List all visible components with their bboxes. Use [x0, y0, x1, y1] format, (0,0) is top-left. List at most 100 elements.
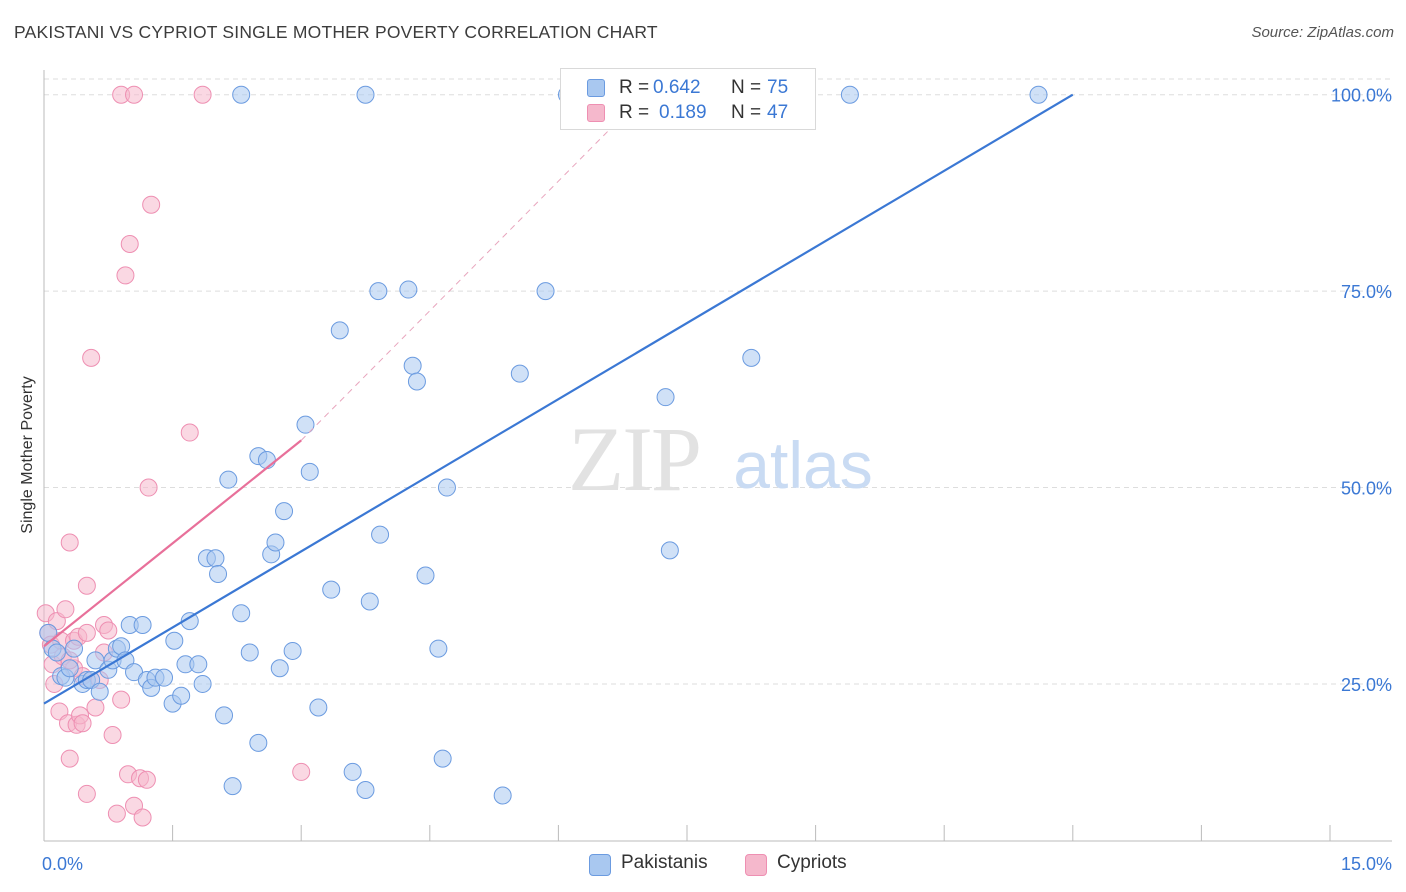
r-value: 0.642 — [653, 77, 701, 98]
data-point-pakistanis — [189, 655, 208, 674]
data-point-pakistanis — [493, 786, 512, 805]
data-point-pakistanis — [90, 682, 109, 701]
legend-swatch-blue — [589, 854, 611, 876]
data-point-pakistanis — [840, 85, 859, 104]
y-tick-label: 100.0% — [1331, 86, 1392, 106]
data-point-cypriots — [77, 623, 96, 642]
data-point-pakistanis — [219, 470, 238, 489]
data-point-cypriots — [82, 348, 101, 367]
data-point-pakistanis — [206, 549, 225, 568]
data-point-cypriots — [99, 621, 118, 640]
series-pakistanis — [39, 85, 1048, 805]
data-point-pakistanis — [47, 643, 66, 662]
data-point-pakistanis — [172, 686, 191, 705]
data-point-pakistanis — [330, 321, 349, 340]
data-point-pakistanis — [399, 280, 418, 299]
data-point-cypriots — [103, 726, 122, 745]
data-point-pakistanis — [249, 733, 268, 752]
legend-label: Cypriots — [777, 852, 847, 873]
data-point-cypriots — [60, 749, 79, 768]
data-point-cypriots — [139, 478, 158, 497]
data-point-pakistanis — [215, 706, 234, 725]
data-point-pakistanis — [660, 541, 679, 560]
y-tick-label: 50.0% — [1341, 479, 1392, 499]
data-point-pakistanis — [322, 580, 341, 599]
n-value: 75 — [767, 77, 789, 98]
n-label: N = — [731, 102, 762, 123]
data-point-pakistanis — [433, 749, 452, 768]
data-point-pakistanis — [240, 643, 259, 662]
cypriots-swatch — [587, 104, 605, 122]
data-point-cypriots — [133, 808, 152, 827]
data-point-pakistanis — [416, 566, 435, 585]
data-point-cypriots — [107, 804, 126, 823]
trend-lines — [43, 93, 1074, 705]
data-point-pakistanis — [407, 372, 426, 391]
r-label: R = — [619, 77, 650, 98]
n-value: 47 — [767, 102, 789, 123]
data-point-pakistanis — [309, 698, 328, 717]
data-point-pakistanis — [360, 592, 379, 611]
data-point-cypriots — [193, 85, 212, 104]
stats-box: R = 0.642 N = 75 R = 0.189 N = 47 — [560, 68, 816, 130]
data-point-cypriots — [77, 784, 96, 803]
data-point-cypriots — [56, 600, 75, 619]
data-point-pakistanis — [270, 659, 289, 678]
data-point-pakistanis — [155, 668, 174, 687]
source-label: Source: ZipAtlas.com — [1251, 24, 1394, 41]
tick-labels: 25.0% 50.0% 75.0% 100.0% 0.0% 15.0% — [42, 86, 1392, 874]
data-point-pakistanis — [536, 282, 555, 301]
legend-label: Pakistanis — [621, 852, 708, 873]
data-point-pakistanis — [223, 777, 242, 796]
data-point-pakistanis — [510, 364, 529, 383]
chart-title: PAKISTANI VS CYPRIOT SINGLE MOTHER POVER… — [14, 22, 658, 42]
data-point-pakistanis — [356, 85, 375, 104]
data-point-pakistanis — [356, 781, 375, 800]
data-point-pakistanis — [283, 641, 302, 660]
data-point-pakistanis — [232, 85, 251, 104]
r-label: R = — [619, 102, 650, 123]
gridlines — [44, 78, 1392, 685]
n-label: N = — [731, 77, 762, 98]
pakistanis-swatch — [587, 79, 605, 97]
data-point-pakistanis — [1029, 85, 1048, 104]
data-point-pakistanis — [65, 639, 84, 658]
data-point-pakistanis — [165, 631, 184, 650]
y-tick-label: 25.0% — [1341, 675, 1392, 695]
data-point-pakistanis — [429, 639, 448, 658]
data-point-pakistanis — [437, 478, 456, 497]
x-tick-label: 15.0% — [1341, 854, 1392, 874]
trend-line-pakistanis — [43, 93, 1074, 705]
data-point-cypriots — [120, 234, 139, 253]
r-value: 0.189 — [659, 102, 707, 123]
data-point-cypriots — [77, 576, 96, 595]
data-point-pakistanis — [371, 525, 390, 544]
data-point-pakistanis — [257, 451, 276, 470]
data-point-pakistanis — [742, 348, 761, 367]
legend-item-cypriots[interactable]: Cypriots — [745, 851, 865, 877]
watermark: ZIP atlas — [568, 408, 873, 510]
trend-line-cypriots-extension — [300, 94, 645, 441]
data-point-pakistanis — [403, 356, 422, 375]
watermark-atlas: atlas — [733, 428, 872, 502]
data-point-cypriots — [116, 266, 135, 285]
trend-line-cypriots — [43, 439, 302, 648]
data-point-cypriots — [137, 770, 156, 789]
data-point-pakistanis — [266, 533, 285, 552]
data-point-pakistanis — [60, 659, 79, 678]
watermark-zip: ZIP — [568, 408, 700, 510]
data-point-cypriots — [60, 533, 79, 552]
legend-swatch-pink — [745, 854, 767, 876]
data-point-cypriots — [142, 195, 161, 214]
data-point-pakistanis — [300, 462, 319, 481]
data-point-pakistanis — [296, 415, 315, 434]
legend-item-pakistanis[interactable]: Pakistanis — [589, 851, 729, 877]
data-point-pakistanis — [133, 616, 152, 635]
data-point-pakistanis — [275, 502, 294, 521]
data-point-cypriots — [292, 762, 311, 781]
x-tick-label: 0.0% — [42, 854, 83, 874]
axes — [43, 70, 1392, 842]
data-point-pakistanis — [343, 762, 362, 781]
data-point-cypriots — [73, 714, 92, 733]
data-point-pakistanis — [209, 564, 228, 583]
